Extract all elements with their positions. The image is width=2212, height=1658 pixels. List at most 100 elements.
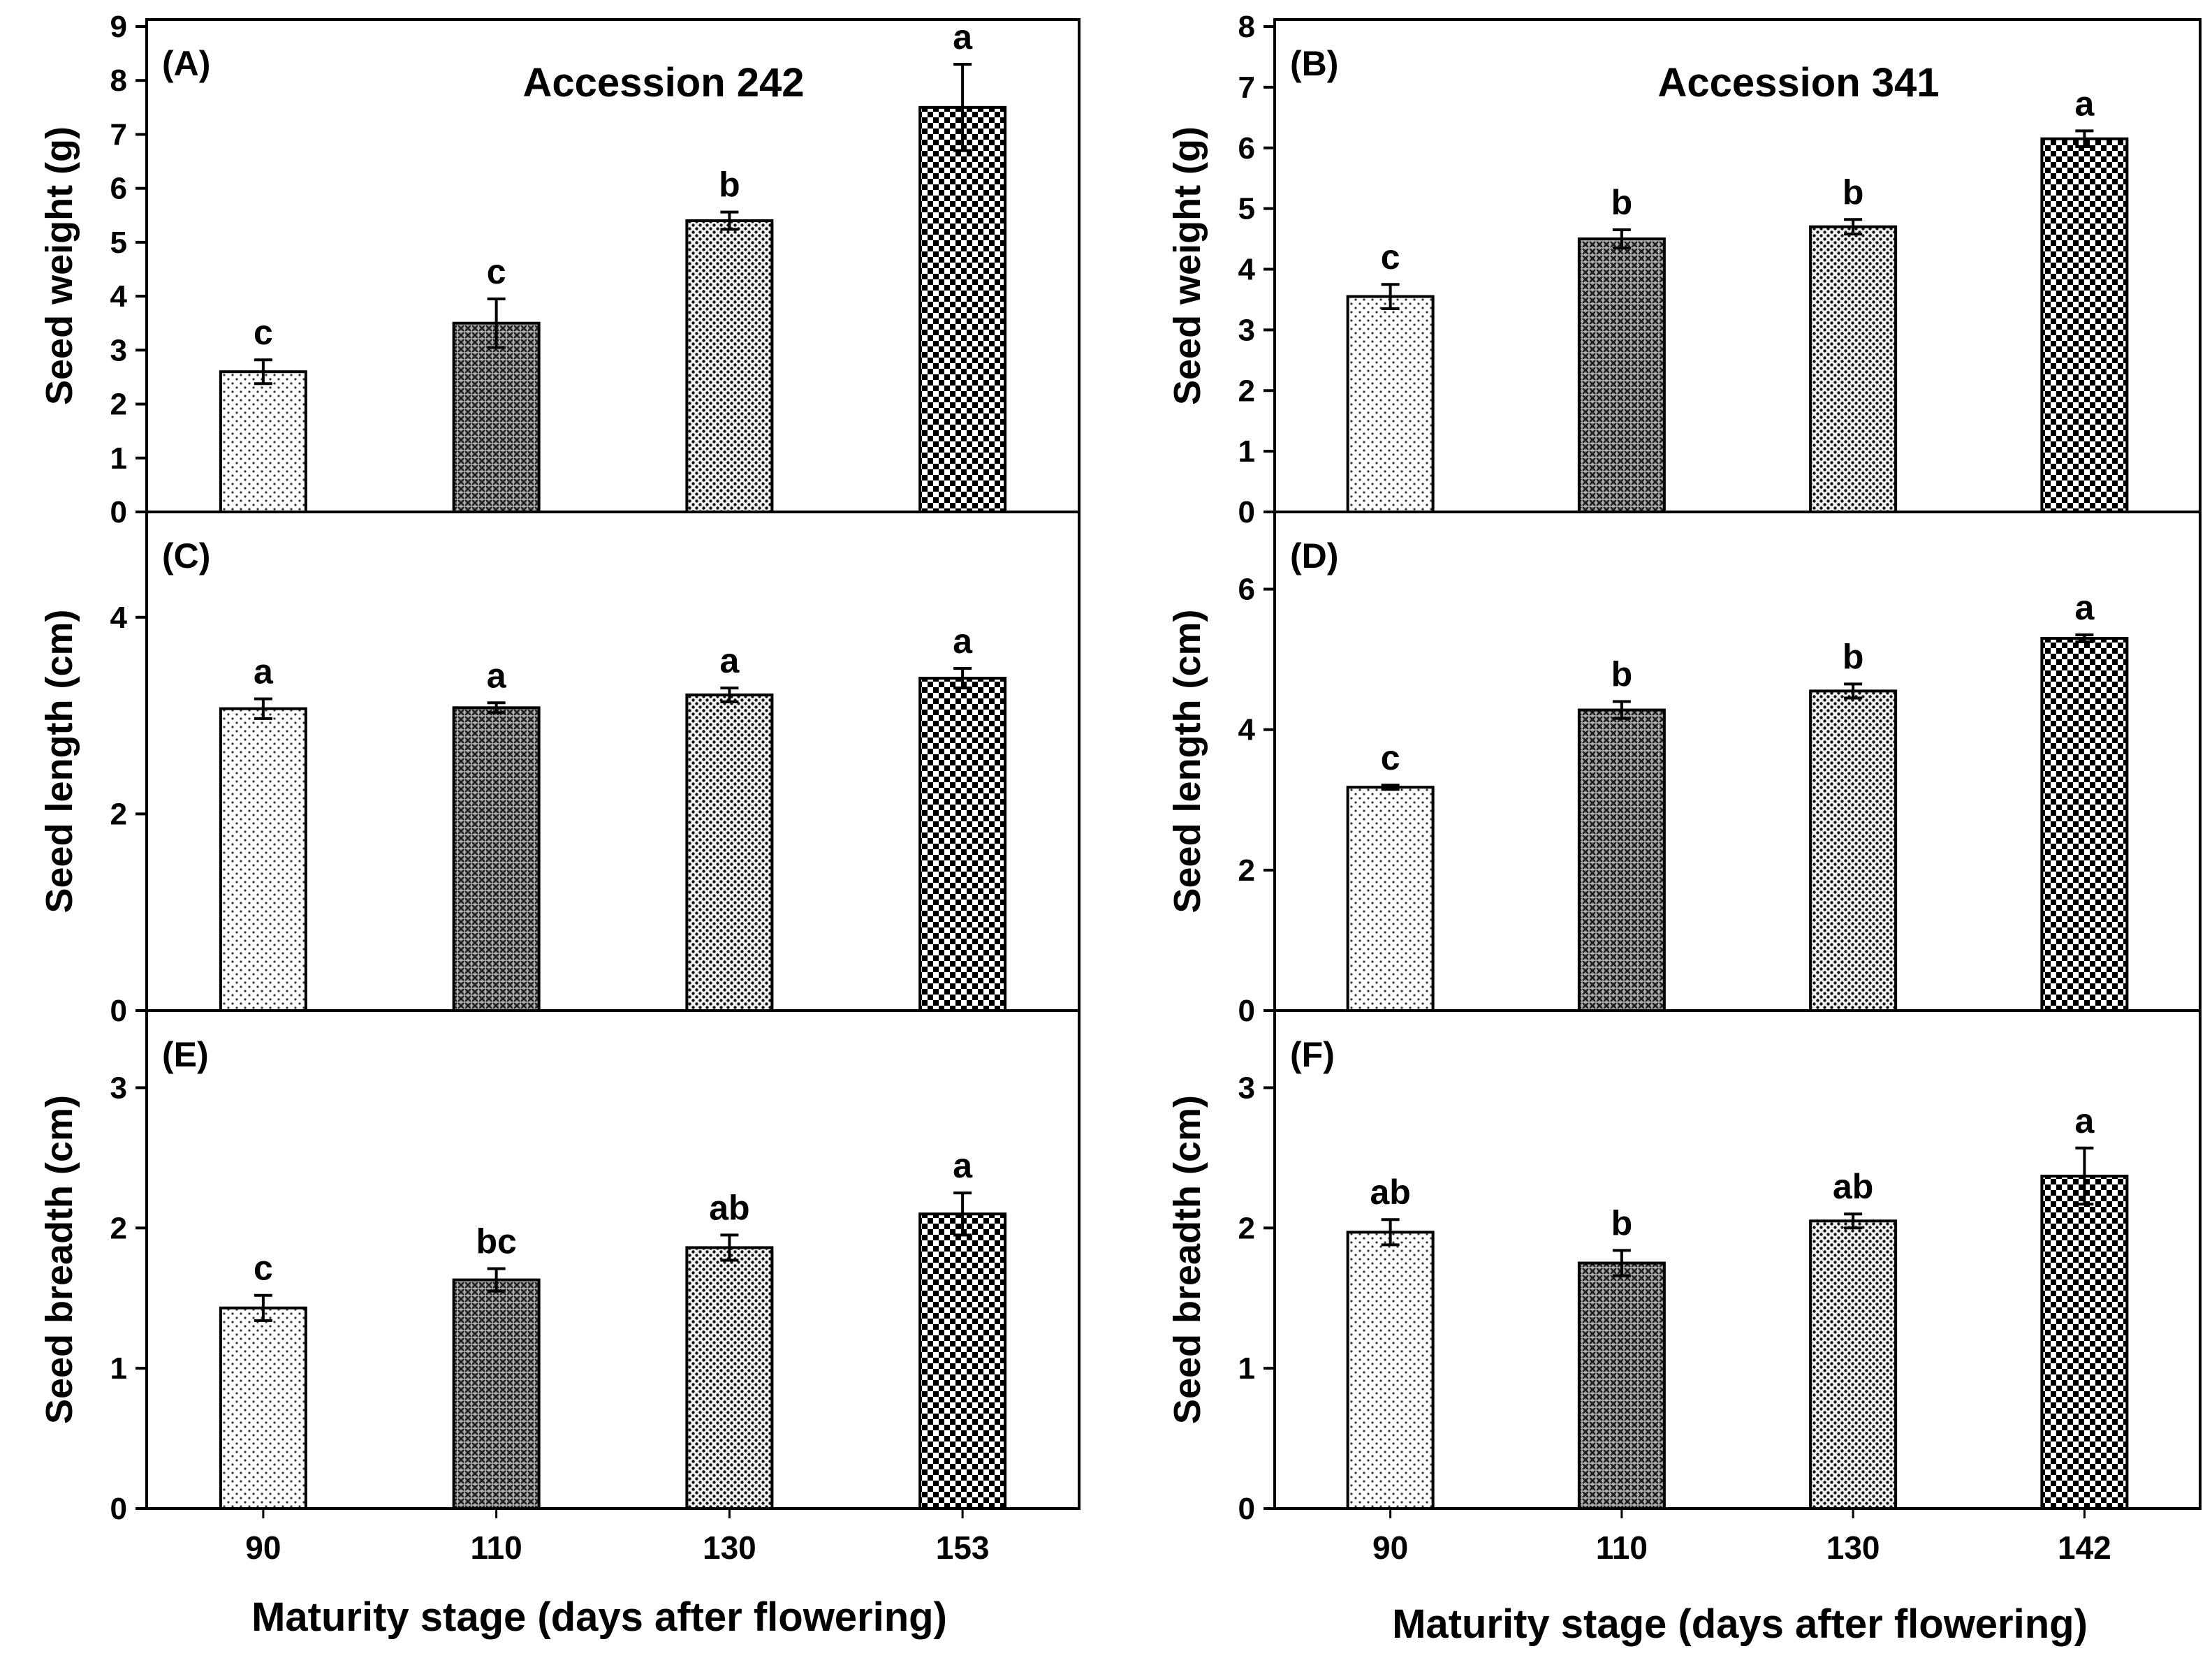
y-tick-label: 4	[110, 601, 128, 635]
bar	[1577, 708, 1666, 1012]
y-tick-label: 1	[110, 441, 127, 476]
bar	[1346, 295, 1435, 513]
bar	[2040, 636, 2129, 1012]
y-tick-label: 7	[110, 117, 127, 152]
bar	[219, 707, 307, 1013]
y-tick-label: 9	[110, 10, 127, 44]
significance-letter: c	[1381, 738, 1400, 777]
panel-label: (E)	[162, 1035, 209, 1074]
y-axis-title: Seed weight (g)	[1166, 126, 1208, 405]
significance-letter: c	[1381, 237, 1400, 277]
significance-letter: ab	[709, 1188, 749, 1227]
panel-label: (D)	[1290, 536, 1338, 575]
y-tick-label: 6	[1238, 131, 1255, 166]
bar	[1577, 237, 1666, 513]
y-tick-label: 8	[1238, 10, 1255, 44]
significance-letter: c	[487, 252, 506, 291]
significance-letter: a	[487, 656, 507, 695]
y-axis-title: Seed weight (g)	[38, 126, 80, 405]
y-tick-label: 2	[110, 797, 127, 831]
significance-letter: a	[2074, 84, 2095, 123]
significance-letter: b	[1611, 1203, 1633, 1242]
bar	[2040, 1174, 2129, 1511]
y-tick-label: 2	[1238, 1211, 1255, 1245]
plot-frame	[1273, 1009, 2202, 1510]
panel-c: 0 2 4 Seed length (cm) (C) a a a a	[38, 511, 1081, 1028]
bar	[685, 219, 774, 513]
y-tick-label: 3	[110, 1071, 127, 1105]
significance-letter: c	[254, 1249, 273, 1288]
y-tick-label: 2	[110, 388, 127, 422]
plot-frame	[145, 1009, 1081, 1510]
y-tick-label: 1	[1238, 1351, 1255, 1386]
y-tick-label: 6	[110, 172, 127, 206]
x-tick-label: 130	[703, 1529, 756, 1566]
y-tick-label: 4	[1238, 713, 1256, 747]
y-tick-label: 2	[110, 1211, 127, 1245]
y-tick-label: 5	[1238, 192, 1255, 226]
significance-letter: b	[1611, 654, 1633, 694]
panel-label: (C)	[162, 536, 210, 575]
bar	[452, 321, 541, 513]
x-tick-label: 110	[471, 1529, 522, 1566]
significance-letter: a	[953, 1146, 973, 1185]
y-tick-label: 0	[110, 1492, 127, 1526]
y-tick-label: 3	[1238, 313, 1255, 347]
y-tick-label: 3	[110, 333, 127, 367]
bar	[452, 1278, 541, 1511]
y-tick-label: 0	[1238, 495, 1255, 529]
x-tick-label: 90	[245, 1529, 281, 1566]
bar	[1577, 1261, 1666, 1510]
panel-b: 0 1 2 3 4 5 6 7 8 Seed weight (g) (B) Accession 341…	[1166, 10, 2202, 529]
panel-a: 0 1 2 3 4 5 6 7 8 9 Seed weight (g) (A) Accession 24…	[38, 10, 1081, 529]
y-axis-title: Seed breadth (cm)	[38, 1095, 80, 1424]
bar	[918, 677, 1007, 1012]
y-tick-label: 0	[110, 994, 127, 1028]
y-tick-label: 5	[110, 226, 127, 260]
y-tick-label: 6	[1238, 573, 1255, 607]
y-tick-label: 1	[1238, 434, 1255, 469]
panel-label: (F)	[1290, 1035, 1335, 1074]
bar	[685, 694, 774, 1012]
x-axis-title-right: Maturity stage (days after flowering)	[1392, 1601, 2088, 1647]
y-tick-label: 4	[110, 279, 128, 314]
bar	[452, 706, 541, 1012]
significance-letter: ab	[1370, 1173, 1410, 1212]
bar	[2040, 137, 2129, 513]
bar	[918, 105, 1007, 514]
significance-letter: c	[254, 313, 273, 352]
panel-e: 0 1 2 3 Seed breadth (cm) (E) c 90 bc 110 ab 130 a 15…	[38, 1009, 1081, 1566]
bar	[1809, 225, 1898, 513]
significance-letter: a	[719, 641, 740, 680]
y-tick-label: 3	[1238, 1071, 1255, 1105]
significance-letter: a	[2074, 588, 2095, 627]
panel-label: (B)	[1290, 44, 1338, 83]
y-tick-label: 7	[1238, 71, 1255, 105]
bar	[219, 370, 307, 513]
y-axis-title: Seed length (cm)	[1166, 609, 1208, 913]
y-tick-label: 0	[1238, 994, 1255, 1028]
significance-letter: a	[254, 652, 274, 691]
x-tick-label: 142	[2058, 1529, 2111, 1566]
y-tick-label: 8	[110, 64, 127, 98]
significance-letter: a	[953, 622, 973, 661]
x-tick-label: 110	[1596, 1529, 1648, 1566]
bar	[918, 1212, 1007, 1510]
significance-letter: b	[1843, 173, 1864, 212]
panel-f: 0 1 2 3 Seed breadth (cm) (F) ab 90 b 110 ab 130 a 14…	[1166, 1009, 2202, 1566]
y-axis-title: Seed breadth (cm)	[1166, 1095, 1208, 1424]
significance-letter: a	[2074, 1101, 2095, 1140]
bar	[1809, 1219, 1898, 1510]
bar	[219, 1306, 307, 1510]
significance-letter: a	[953, 17, 973, 57]
accession-title: Accession 341	[1657, 60, 1939, 105]
y-tick-label: 2	[1238, 374, 1255, 408]
x-tick-label: 130	[1826, 1529, 1880, 1566]
bar	[685, 1246, 774, 1511]
x-axis-title-left: Maturity stage (days after flowering)	[251, 1594, 947, 1640]
panel-label: (A)	[162, 44, 210, 83]
significance-letter: b	[1843, 637, 1864, 676]
accession-title: Accession 242	[522, 60, 804, 105]
x-tick-label: 90	[1372, 1529, 1408, 1566]
